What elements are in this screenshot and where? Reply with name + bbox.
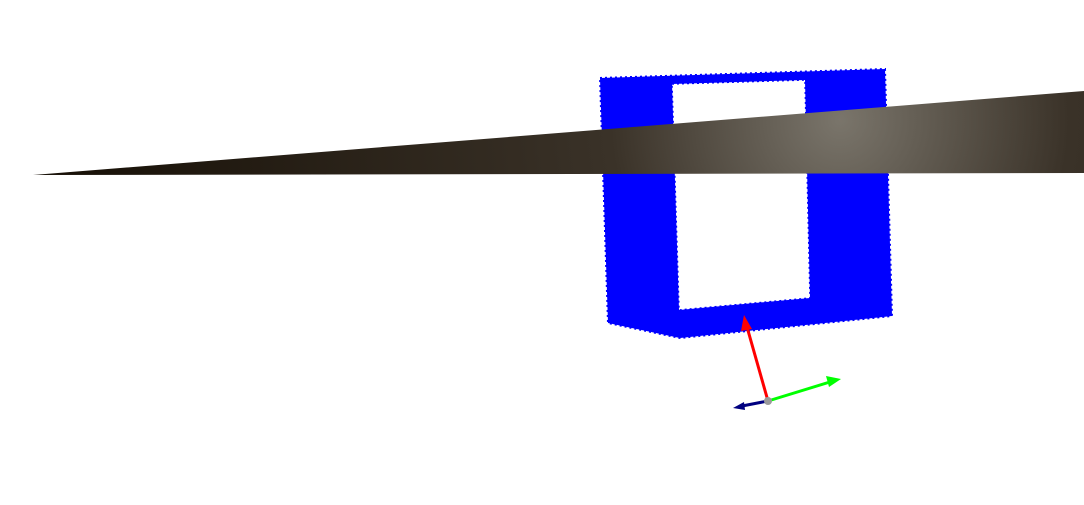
- frame-body: [600, 69, 892, 338]
- z-axis-arrowhead: [733, 402, 745, 410]
- coordinate-axes: [733, 315, 841, 410]
- blue-frame-object[interactable]: [598, 67, 894, 340]
- y-axis-line: [767, 380, 831, 403]
- x-axis-arrowhead: [741, 315, 752, 331]
- frame-inner-edge-texture: [671, 79, 811, 311]
- x-axis-line: [745, 326, 770, 402]
- y-axis-arrowhead: [826, 376, 841, 387]
- origin-sphere: [764, 397, 772, 405]
- ground-plane[interactable]: [33, 91, 1084, 175]
- z-axis-line: [741, 399, 769, 408]
